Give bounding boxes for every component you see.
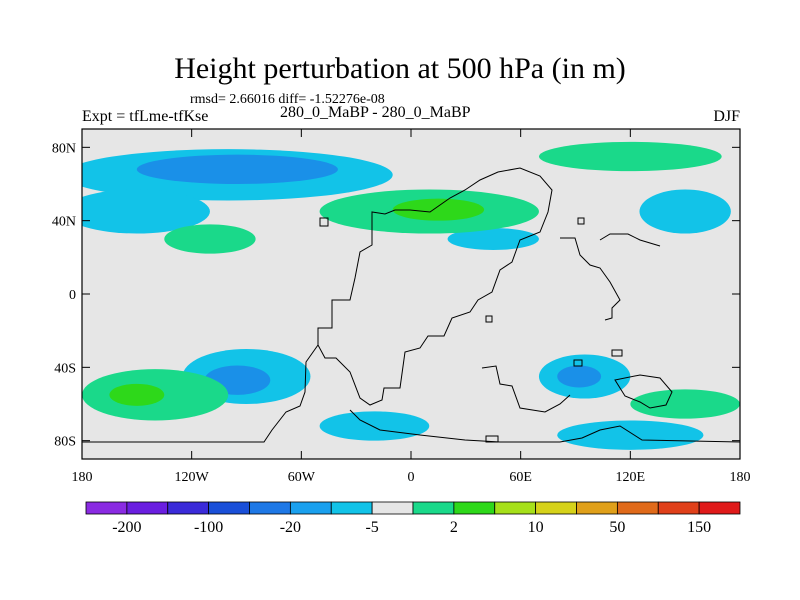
colorbar-swatch-0 — [85, 501, 128, 515]
colorbar-swatch-10 — [494, 501, 537, 515]
contour-region-13 — [164, 224, 256, 254]
coastline-asia — [560, 237, 621, 321]
island-2 — [577, 217, 585, 225]
chart-title: Height perturbation at 500 hPa (in m) — [174, 52, 626, 85]
coastline-australia — [614, 374, 673, 409]
x-tick-label-1: 120W — [175, 470, 210, 485]
island-4 — [573, 359, 583, 367]
season-label: DJF — [713, 108, 740, 125]
y-tick-label-2: 0 — [69, 288, 76, 303]
colorbar-swatch-12 — [576, 501, 618, 515]
contour-region-12 — [392, 198, 485, 221]
contour-region-8 — [557, 365, 602, 388]
coastline-south-america — [82, 344, 319, 443]
y-tick-label-4: 80S — [54, 435, 76, 450]
island-6 — [485, 435, 499, 443]
y-tick-label-1: 40N — [52, 215, 76, 230]
coastline-south-africa — [481, 365, 571, 413]
colorbar-swatch-9 — [453, 501, 496, 515]
plot-area — [82, 129, 740, 459]
colorbar-label-3: -5 — [365, 519, 378, 536]
contour-region-15 — [109, 383, 165, 406]
contour-region-10 — [557, 420, 704, 450]
contour-region-1 — [136, 154, 338, 184]
contour-region-2 — [82, 189, 210, 234]
colorbar-swatch-6 — [330, 501, 373, 515]
colorbar-label-0: -200 — [112, 519, 141, 536]
colorbar-swatch-11 — [535, 501, 577, 515]
colorbar-swatch-15 — [698, 501, 741, 515]
colorbar-swatch-4 — [249, 501, 291, 515]
x-tick-label-4: 60E — [509, 470, 532, 485]
x-tick-label-0: 180 — [72, 470, 93, 485]
coastline-africa-europe — [317, 167, 553, 406]
contour-region-4 — [447, 228, 539, 250]
experiment-label: Expt = tfLme-tfKse — [82, 108, 209, 125]
colorbar-label-5: 10 — [528, 519, 544, 536]
colorbar: -200 -100 -20 -5 2 10 50 150 — [85, 501, 741, 536]
island-3 — [611, 349, 623, 357]
contour-region-16 — [538, 141, 722, 172]
contour-region-17 — [630, 389, 740, 419]
colorbar-label-1: -100 — [194, 519, 223, 536]
colorbar-swatch-13 — [616, 501, 659, 515]
colorbar-swatch-7 — [371, 501, 414, 515]
colorbar-swatch-1 — [126, 501, 169, 515]
y-tick-label-0: 80N — [52, 141, 76, 156]
colorbar-label-4: 2 — [450, 519, 458, 536]
rmsd-label: rmsd= 2.66016 diff= -1.52276e-08 — [190, 92, 385, 107]
x-tick-label-2: 60W — [288, 470, 316, 485]
colorbar-label-2: -20 — [280, 519, 301, 536]
period-label: 280_0_MaBP - 280_0_MaBP — [280, 104, 471, 121]
x-tick-label-6: 180 — [730, 470, 751, 485]
island-5 — [485, 315, 493, 323]
x-tick-label-5: 120E — [616, 470, 646, 485]
island-1 — [319, 217, 329, 227]
contour-region-3 — [639, 189, 731, 234]
coastline-east-asia — [599, 233, 661, 247]
colorbar-swatch-3 — [208, 501, 250, 515]
colorbar-swatch-14 — [657, 501, 700, 515]
colorbar-label-7: 150 — [687, 519, 711, 536]
axes: 180 120W 60W 0 60E 120E 180 80N 40N 0 40S 80S — [52, 128, 751, 485]
colorbar-swatch-5 — [289, 501, 332, 515]
colorbar-swatch-8 — [412, 501, 455, 515]
coastline-antarctica — [349, 409, 740, 443]
colorbar-label-6: 50 — [609, 519, 625, 536]
colorbar-swatch-2 — [167, 501, 210, 515]
y-tick-label-3: 40S — [54, 361, 76, 376]
x-tick-label-3: 0 — [408, 470, 415, 485]
coastlines — [82, 167, 740, 443]
contour-region-9 — [319, 411, 430, 441]
